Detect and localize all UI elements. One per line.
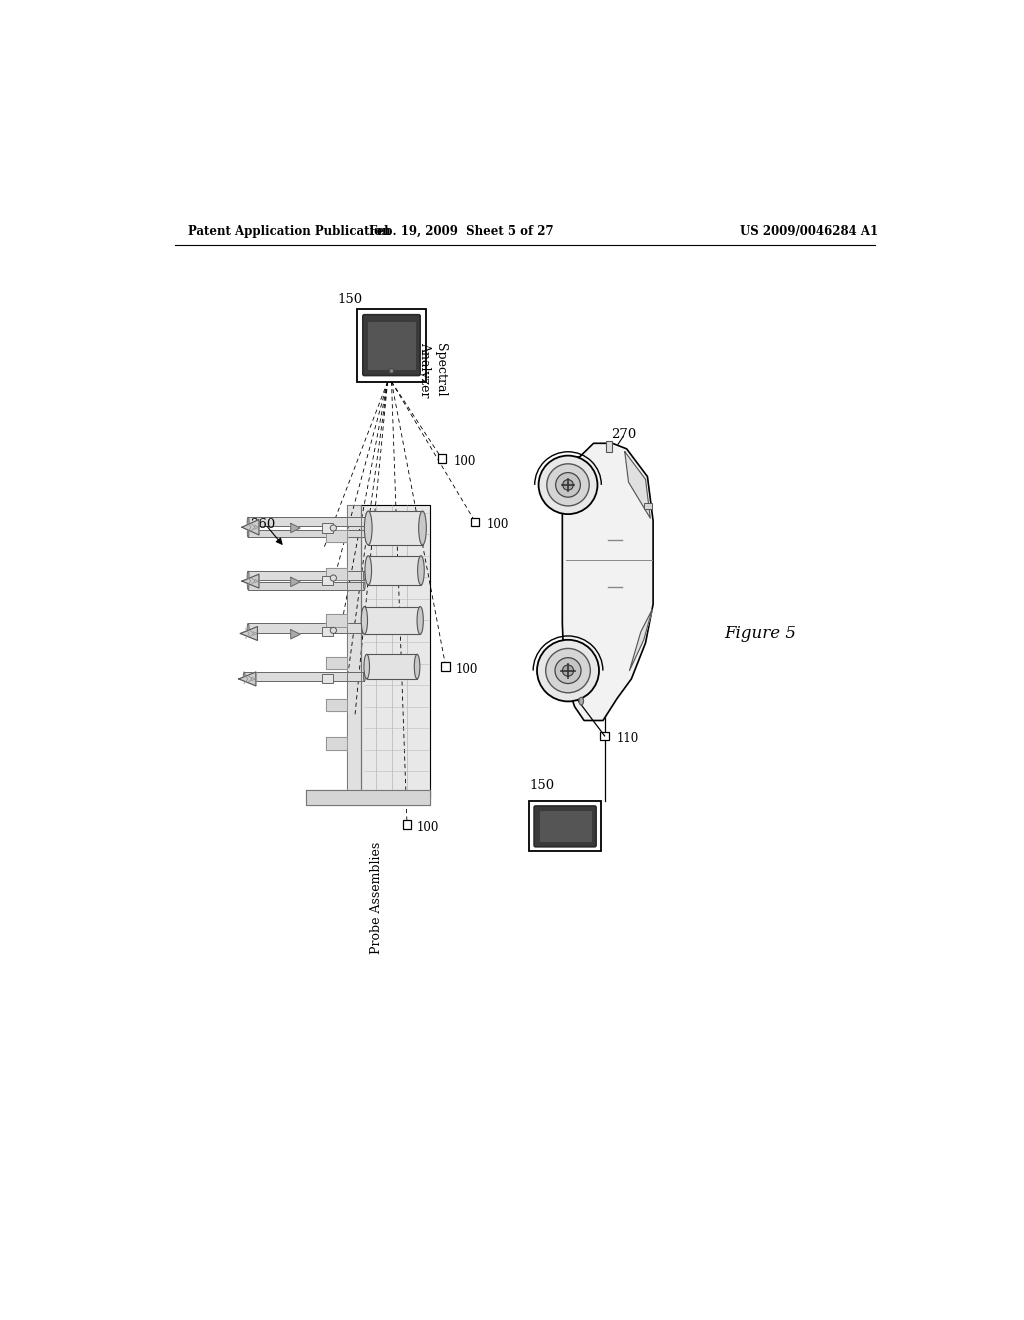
Bar — [437, 454, 446, 463]
Polygon shape — [360, 506, 430, 797]
Bar — [529, 801, 601, 851]
Polygon shape — [326, 700, 346, 711]
Bar — [644, 503, 652, 510]
Circle shape — [389, 368, 394, 374]
Bar — [322, 576, 334, 585]
Text: Figure 5: Figure 5 — [725, 624, 797, 642]
Ellipse shape — [247, 517, 249, 527]
Bar — [356, 309, 426, 381]
Polygon shape — [326, 614, 346, 627]
Text: 110: 110 — [616, 733, 639, 744]
Polygon shape — [326, 738, 346, 750]
Ellipse shape — [368, 529, 369, 537]
Ellipse shape — [579, 697, 584, 705]
Ellipse shape — [364, 572, 366, 581]
Polygon shape — [241, 627, 257, 640]
Text: Feb. 19, 2009  Sheet 5 of 27: Feb. 19, 2009 Sheet 5 of 27 — [369, 224, 554, 238]
Text: 260: 260 — [250, 517, 274, 531]
Polygon shape — [291, 577, 300, 586]
Bar — [540, 812, 591, 841]
Bar — [606, 441, 611, 453]
Polygon shape — [630, 610, 652, 671]
Circle shape — [547, 463, 589, 506]
Text: 150: 150 — [337, 293, 362, 306]
Polygon shape — [625, 451, 650, 519]
Bar — [402, 820, 412, 829]
Polygon shape — [326, 568, 346, 581]
Ellipse shape — [418, 556, 424, 585]
Text: Spectral
Analyzer: Spectral Analyzer — [418, 342, 447, 397]
Text: 150: 150 — [529, 779, 555, 792]
Ellipse shape — [417, 607, 423, 635]
Ellipse shape — [364, 672, 366, 681]
Circle shape — [555, 657, 581, 684]
Circle shape — [563, 479, 573, 490]
Ellipse shape — [247, 572, 249, 581]
Polygon shape — [291, 524, 300, 533]
Circle shape — [546, 648, 590, 693]
Bar — [248, 529, 369, 537]
Circle shape — [537, 640, 599, 701]
Text: Probe Assemblies: Probe Assemblies — [370, 841, 383, 954]
Polygon shape — [239, 672, 256, 686]
Text: 100: 100 — [486, 517, 509, 531]
Bar — [245, 672, 365, 681]
Ellipse shape — [361, 623, 364, 632]
Polygon shape — [242, 520, 259, 535]
Bar — [248, 572, 365, 581]
Polygon shape — [242, 574, 259, 589]
Text: 100: 100 — [456, 663, 478, 676]
FancyBboxPatch shape — [362, 314, 420, 376]
Ellipse shape — [364, 655, 370, 678]
Ellipse shape — [368, 517, 370, 527]
Text: 100: 100 — [417, 821, 439, 834]
Circle shape — [331, 525, 337, 531]
Polygon shape — [291, 630, 300, 639]
Text: 270: 270 — [611, 428, 636, 441]
Ellipse shape — [365, 556, 372, 585]
Bar — [248, 517, 369, 527]
Bar — [367, 655, 417, 678]
Bar — [248, 623, 362, 632]
FancyBboxPatch shape — [535, 807, 596, 847]
Circle shape — [331, 627, 337, 634]
Bar — [322, 524, 334, 533]
Circle shape — [562, 665, 573, 676]
Polygon shape — [326, 529, 346, 543]
Ellipse shape — [248, 582, 249, 590]
Bar — [441, 663, 450, 671]
Bar — [471, 517, 479, 527]
Bar — [322, 673, 334, 682]
Bar — [369, 511, 423, 545]
Bar — [365, 607, 420, 635]
Bar — [248, 582, 365, 590]
Bar — [322, 627, 334, 636]
Bar — [369, 556, 421, 585]
Circle shape — [331, 576, 337, 581]
Ellipse shape — [419, 511, 426, 545]
Bar — [600, 731, 609, 741]
Text: Patent Application Publication: Patent Application Publication — [188, 224, 391, 238]
Ellipse shape — [365, 511, 372, 545]
Ellipse shape — [364, 582, 366, 590]
Ellipse shape — [247, 623, 249, 632]
Polygon shape — [306, 789, 430, 805]
Bar — [369, 322, 415, 370]
Circle shape — [539, 455, 597, 515]
Ellipse shape — [248, 529, 249, 537]
Ellipse shape — [361, 607, 368, 635]
Text: US 2009/0046284 A1: US 2009/0046284 A1 — [740, 224, 879, 238]
Polygon shape — [562, 444, 653, 721]
Polygon shape — [346, 506, 360, 797]
Ellipse shape — [415, 655, 420, 678]
Polygon shape — [326, 656, 346, 669]
Circle shape — [556, 473, 581, 498]
Text: 100: 100 — [454, 455, 476, 467]
Ellipse shape — [244, 672, 245, 681]
